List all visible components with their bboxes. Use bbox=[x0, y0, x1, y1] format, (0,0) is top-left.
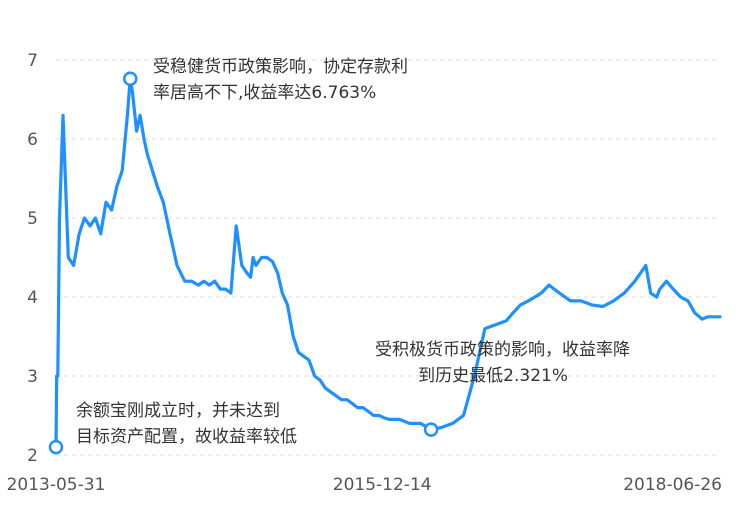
y-tick-label: 2 bbox=[27, 446, 38, 466]
annotation-line: 受稳健货币政策影响，协定存款利 bbox=[153, 57, 408, 77]
y-axis-tick-labels: 2 3 4 5 6 7 bbox=[27, 51, 38, 466]
annotation-marker bbox=[48, 439, 64, 455]
horizontal-gridlines bbox=[56, 59, 720, 456]
yield-series-line bbox=[54, 77, 722, 449]
annotation-text: 受积极货币政策的影响，收益率降到历史最低2.321% bbox=[375, 340, 630, 386]
y-tick-label: 6 bbox=[27, 130, 38, 150]
annotation-text: 受稳健货币政策影响，协定存款利率居高不下,收益率达6.763% bbox=[153, 57, 408, 103]
annotation-marker bbox=[423, 422, 439, 437]
x-tick-label: 2013-05-31 bbox=[7, 475, 106, 495]
y-tick-label: 3 bbox=[27, 367, 38, 387]
y-tick-label: 4 bbox=[27, 288, 38, 308]
annotation-line: 目标资产配置，故收益率较低 bbox=[76, 427, 297, 447]
x-axis-tick-labels: 2013-05-31 2015-12-14 2018-06-26 bbox=[7, 475, 722, 495]
annotation-line: 率居高不下,收益率达6.763% bbox=[153, 83, 376, 103]
x-tick-label: 2018-06-26 bbox=[623, 475, 722, 495]
series-lines bbox=[54, 77, 722, 449]
x-tick-label: 2015-12-14 bbox=[333, 475, 432, 495]
annotation-text: 余额宝刚成立时，并未达到目标资产配置，故收益率较低 bbox=[76, 401, 297, 447]
y-tick-label: 5 bbox=[27, 209, 38, 229]
annotation-line: 受积极货币政策的影响，收益率降 bbox=[375, 340, 630, 360]
annotation-marker bbox=[122, 71, 138, 86]
annotation-line: 到历史最低2.321% bbox=[418, 366, 568, 386]
annotation-texts: 余额宝刚成立时，并未达到目标资产配置，故收益率较低 受稳健货币政策影响，协定存款利… bbox=[76, 57, 630, 447]
y-tick-label: 7 bbox=[27, 51, 38, 71]
annotation-line: 余额宝刚成立时，并未达到 bbox=[76, 401, 280, 421]
annotation-markers bbox=[48, 71, 439, 455]
